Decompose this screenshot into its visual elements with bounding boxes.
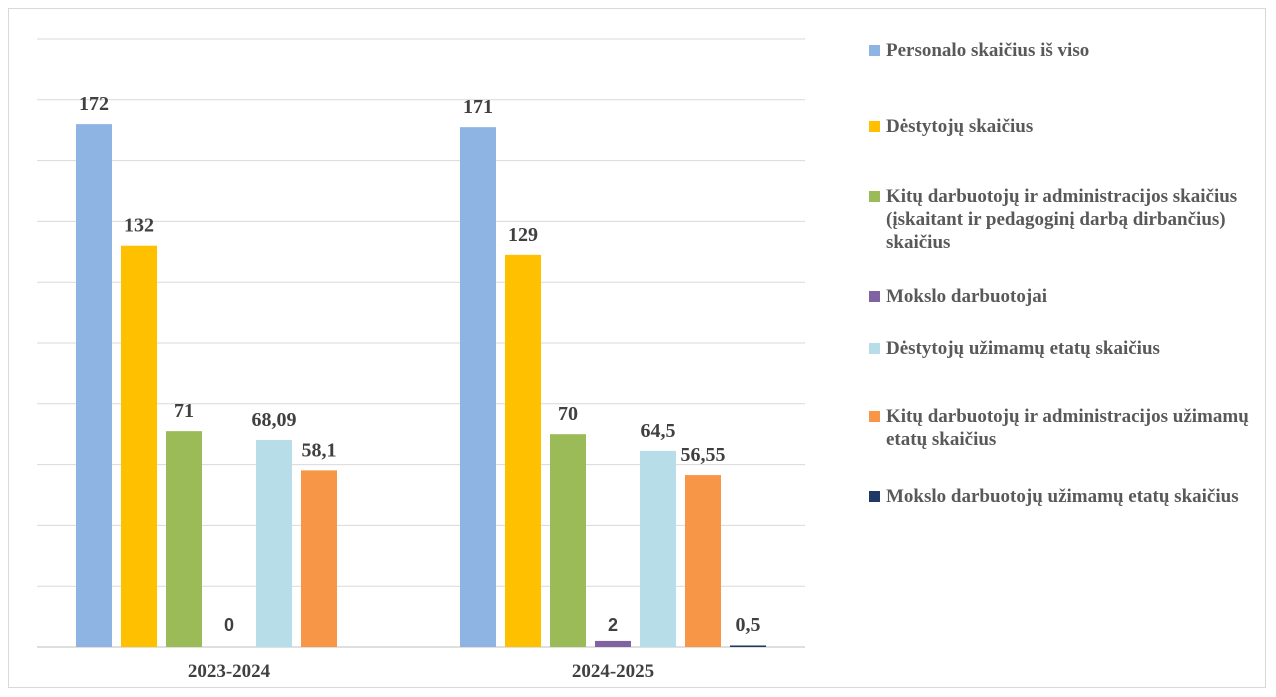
bar	[640, 450, 676, 647]
data-label: 0	[224, 615, 234, 635]
bar-chart: 17213271068,0958,117112970264,556,550,5 …	[37, 38, 805, 682]
legend-label: Mokslo darbuotojai	[886, 286, 1047, 307]
bars	[76, 124, 766, 648]
bar	[256, 440, 292, 647]
data-label: 132	[124, 215, 154, 237]
bar	[121, 245, 157, 647]
legend-item: Kitų darbuotojų ir administracijos skaič…	[869, 185, 1256, 254]
data-label: 64,5	[641, 420, 676, 442]
legend-label: Kitų darbuotojų ir administracijos skaič…	[886, 186, 1238, 253]
legend-swatch	[869, 45, 880, 56]
legend-swatch	[869, 121, 880, 132]
bar	[550, 434, 586, 647]
data-label: 58,1	[302, 439, 337, 461]
bar	[460, 127, 496, 647]
bar	[685, 475, 721, 647]
legend-label: Kitų darbuotojų ir administracijos užima…	[886, 406, 1249, 450]
legend-swatch	[869, 491, 880, 502]
bar	[595, 640, 631, 647]
legend-swatch	[869, 191, 880, 202]
category-label: 2023-2024	[188, 661, 271, 682]
data-label: 129	[508, 224, 538, 246]
data-label: 2	[608, 615, 618, 635]
bar	[730, 645, 766, 647]
category-label: 2024-2025	[572, 661, 654, 682]
chart-frame: 172 132 71 0 68,09 58,1 171 129 70 2 64,5 56,55 0,5 …	[8, 8, 1266, 688]
bar	[301, 470, 337, 647]
legend-swatch	[869, 343, 880, 354]
data-label: 71	[174, 400, 194, 422]
legend-item: Mokslo darbuotojų užimamų etatų skaičius	[869, 485, 1256, 508]
legend-label: Dėstytojų užimamų etatų skaičius	[886, 338, 1160, 359]
legend-item: Mokslo darbuotojai	[869, 285, 1256, 308]
category-labels: 2023-2024 2024-2025	[188, 661, 654, 682]
bar	[505, 254, 541, 647]
data-label: 70	[558, 403, 578, 425]
legend-label: Mokslo darbuotojų užimamų etatų skaičius	[886, 486, 1239, 507]
data-label: 0,5	[736, 614, 761, 636]
legend-label: Personalo skaičius iš viso	[886, 40, 1090, 61]
gridlines	[37, 38, 805, 648]
data-label: 171	[463, 96, 493, 118]
legend-swatch	[869, 411, 880, 422]
data-label: 68,09	[252, 409, 297, 431]
legend-item: Personalo skaičius iš viso	[869, 39, 1256, 62]
data-label: 56,55	[681, 444, 726, 466]
legend-item: Kitų darbuotojų ir administracijos užima…	[869, 405, 1256, 451]
legend-label: Dėstytojų skaičius	[886, 116, 1034, 137]
legend-swatch	[869, 291, 880, 302]
bar	[166, 431, 202, 647]
legend-item: Dėstytojų skaičius	[869, 115, 1256, 138]
data-label: 172	[79, 93, 109, 115]
legend-item: Dėstytojų užimamų etatų skaičius	[869, 337, 1256, 360]
bar	[76, 124, 112, 648]
